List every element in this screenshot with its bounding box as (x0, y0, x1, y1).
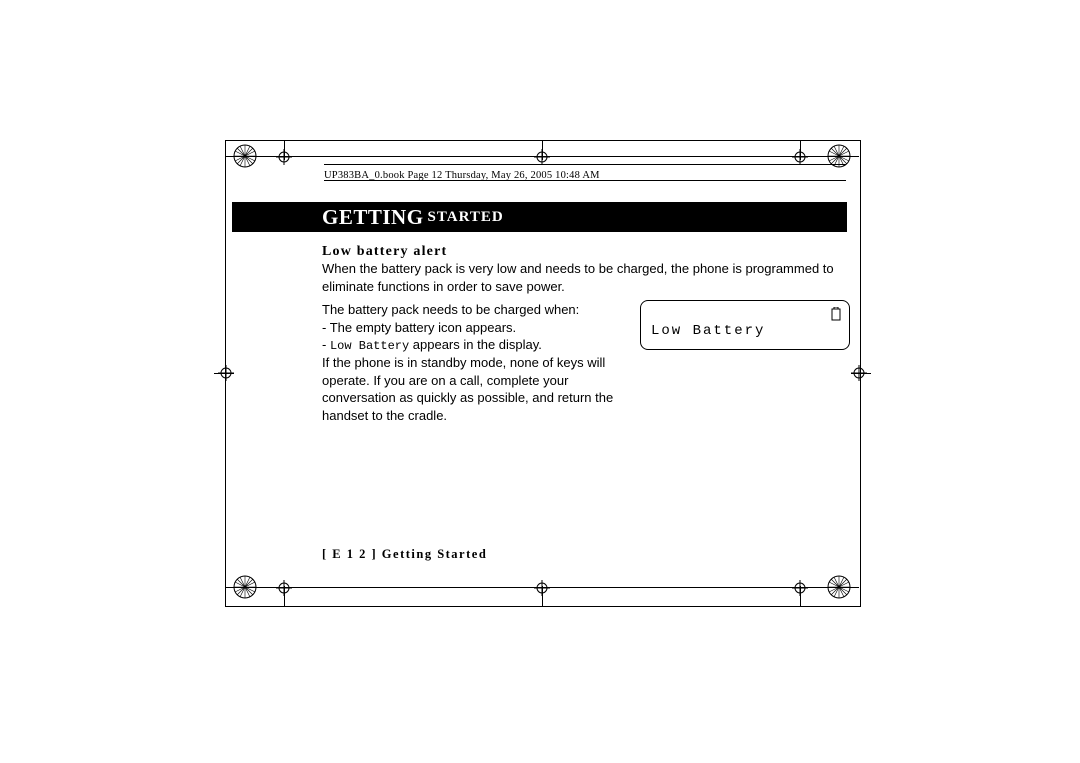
header-rule (324, 164, 846, 165)
crop-line (214, 373, 234, 374)
display-label: Low Battery (651, 323, 765, 339)
section-heading: Low battery alert (322, 244, 447, 260)
crop-line (800, 586, 801, 606)
line: - (322, 337, 330, 352)
register-mark-icon (826, 143, 852, 169)
line: The battery pack needs to be charged whe… (322, 302, 579, 317)
page-footer: [ E 1 2 ] Getting Started (322, 547, 487, 562)
crop-line (284, 140, 285, 160)
title-sub: STARTED (428, 209, 504, 226)
register-mark-icon (232, 143, 258, 169)
chapter-title-bar: GETTING STARTED (232, 202, 847, 232)
header-bookline: UP383BA_0.book Page 12 Thursday, May 26,… (324, 170, 600, 181)
crop-line (851, 373, 871, 374)
crop-line (542, 140, 543, 160)
paragraph-1: When the battery pack is very low and ne… (322, 260, 842, 295)
crop-line (542, 586, 543, 606)
footer-page: [ E 1 2 ] (322, 547, 377, 561)
crop-line (225, 140, 226, 141)
crop-line (800, 140, 801, 160)
register-mark-icon (232, 574, 258, 600)
mono-text: Low Battery (330, 339, 409, 353)
footer-section: Getting Started (377, 547, 487, 561)
line: appears in the display. (409, 337, 542, 352)
register-mark-icon (826, 574, 852, 600)
battery-empty-icon (831, 307, 841, 326)
title-main: GETTING (322, 205, 424, 230)
line: If the phone is in standby mode, none of… (322, 355, 613, 423)
paragraph-2: The battery pack needs to be charged whe… (322, 301, 632, 424)
crop-line (284, 586, 285, 606)
line: - The empty battery icon appears. (322, 320, 516, 335)
phone-display: Low Battery (640, 300, 850, 350)
